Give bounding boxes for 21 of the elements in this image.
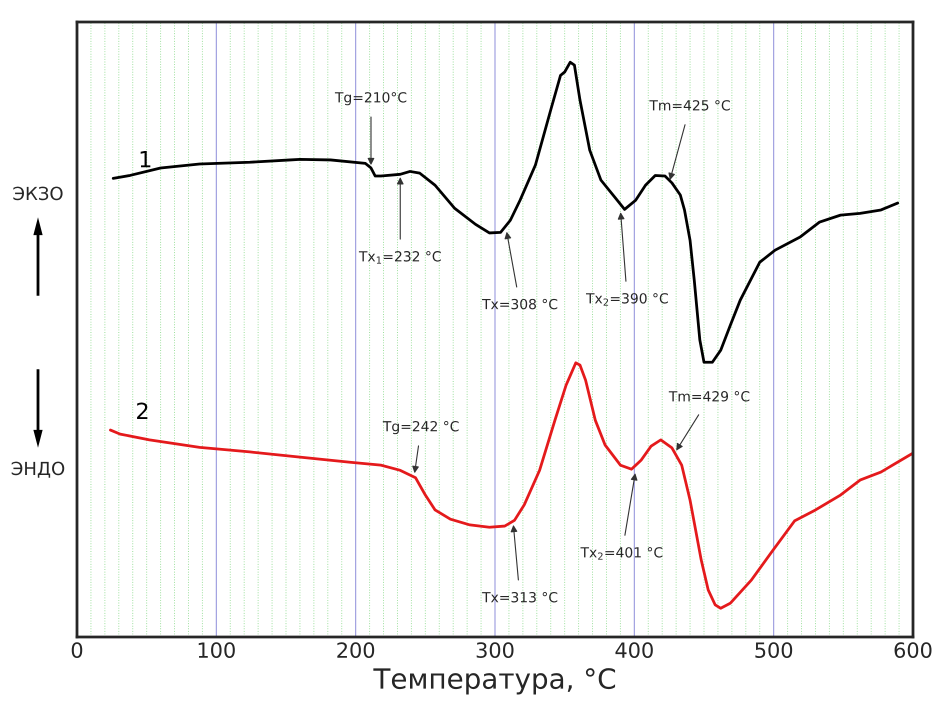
series-label: 2 (137, 402, 148, 419)
annotation: Tm=425 °C (649, 100, 730, 111)
x-tick-label: 500 (755, 642, 792, 658)
annotation: Tx=308 °C (482, 298, 558, 310)
x-tick-label: 300 (476, 642, 514, 658)
annotation: Tx$_{2}$=390 °C (586, 293, 668, 306)
x-tick-label: 600 (894, 642, 932, 658)
annotation: Tg=242 °C (382, 420, 459, 434)
annotation: Tm=429 °C (668, 391, 750, 402)
series-label: 1 (140, 151, 150, 168)
x-tick-label: 400 (615, 642, 653, 658)
annotation: Tx$_{2}$=401 °C (580, 547, 662, 560)
annotation: Tx=313 °C (482, 592, 558, 602)
text: ЭКЗО (13, 186, 63, 200)
x-tick-label: 200 (337, 642, 374, 658)
x-axis-title: Температура, °C (373, 668, 616, 694)
x-tick-label: 100 (198, 642, 235, 658)
annotation: Tg=210°C (334, 92, 406, 106)
text: ЭНДО (12, 462, 64, 478)
x-tick-label: 0 (72, 642, 82, 658)
annotation: Tx$_{1}$=232 °C (358, 251, 441, 264)
